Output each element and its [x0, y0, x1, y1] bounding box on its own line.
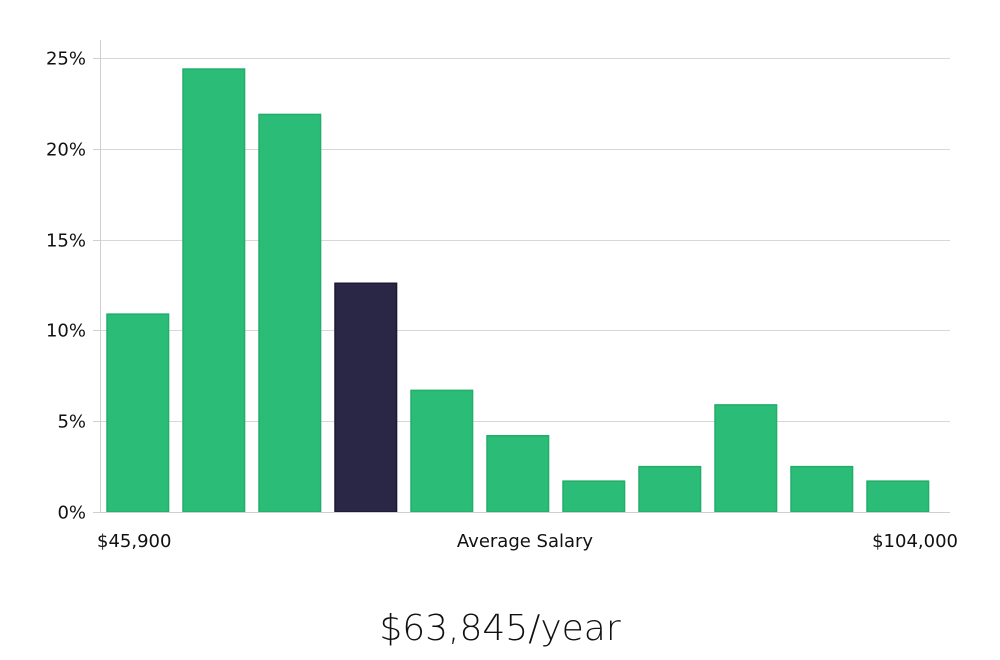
y-tick-label-0: 0%: [57, 503, 86, 524]
bar-highlighted: [334, 282, 398, 513]
x-axis-title: Average Salary: [457, 531, 594, 552]
x-min-label: $45,900: [97, 531, 171, 552]
bars: [106, 68, 930, 513]
y-tick-label-20: 20%: [46, 140, 86, 161]
x-max-label: $104,000: [872, 531, 958, 552]
salary-histogram-svg: 0% 5% 10% 15% 20% 25% $45,900 Average Salary …: [46, 40, 958, 552]
y-tick-label-25: 25%: [46, 49, 86, 70]
axes: 0% 5% 10% 15% 20% 25%: [46, 40, 950, 524]
axis-labels: $45,900 Average Salary $104,000: [97, 531, 958, 552]
bar: [714, 404, 778, 513]
y-tick-label-10: 10%: [46, 321, 86, 342]
average-salary-value: $63,845/year: [379, 608, 621, 649]
bar: [866, 480, 930, 513]
bar: [410, 389, 474, 513]
bar: [790, 465, 854, 513]
bar: [106, 313, 170, 513]
bar: [486, 435, 550, 513]
bar: [182, 68, 246, 513]
bar: [638, 465, 702, 513]
y-tick-label-5: 5%: [57, 412, 86, 433]
salary-histogram: 0% 5% 10% 15% 20% 25% $45,900 Average Salary …: [46, 40, 958, 552]
bar: [562, 480, 626, 513]
y-tick-label-15: 15%: [46, 231, 86, 252]
bar: [258, 113, 322, 513]
